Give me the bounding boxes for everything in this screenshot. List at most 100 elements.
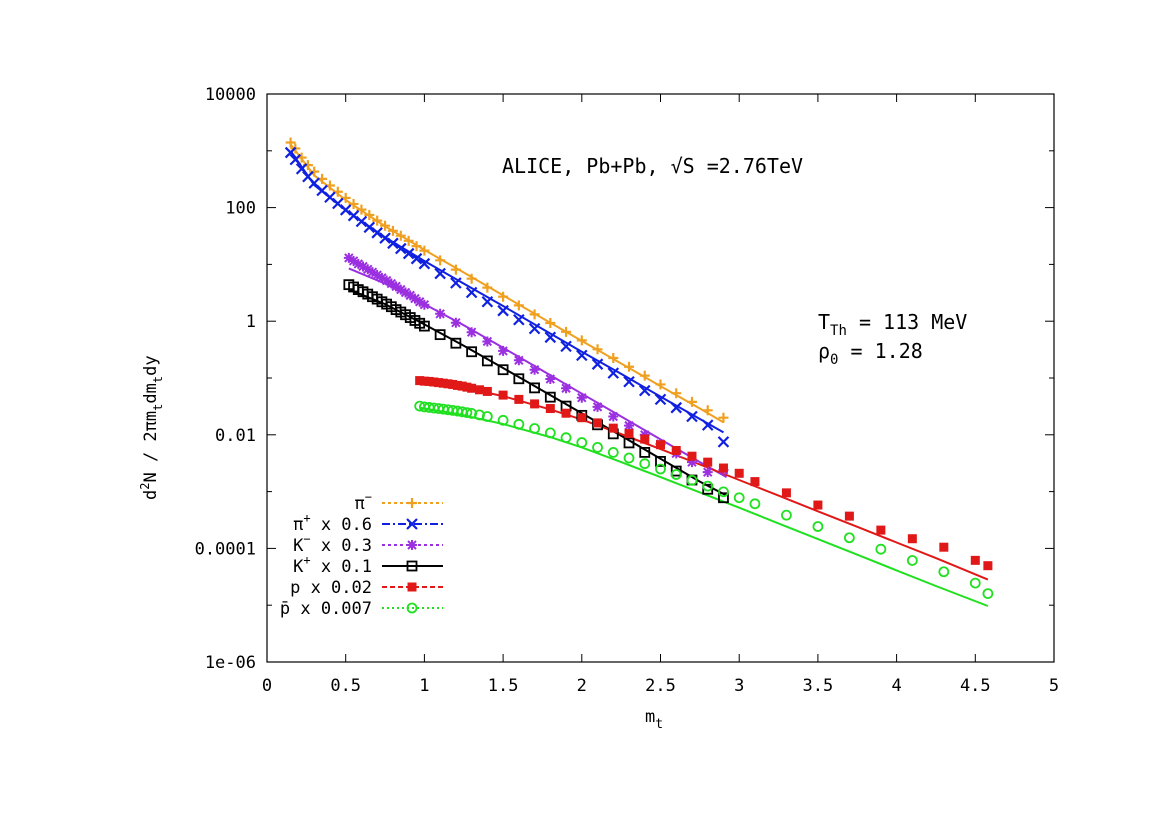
data-point bbox=[544, 331, 557, 344]
data-point bbox=[561, 326, 572, 337]
data-point bbox=[702, 480, 714, 492]
x-tick-label: 0.5 bbox=[330, 676, 361, 696]
legend-label: p̄ x 0.007 bbox=[280, 599, 372, 619]
data-point bbox=[545, 404, 555, 414]
data-point bbox=[466, 273, 477, 284]
data-point bbox=[405, 290, 416, 301]
x-tick-label: 0 bbox=[262, 676, 272, 696]
legend-label: K− x 0.3 bbox=[293, 532, 372, 556]
data-point bbox=[640, 434, 650, 444]
data-point bbox=[750, 477, 760, 487]
data-point bbox=[939, 542, 949, 552]
legend-label: p x 0.02 bbox=[290, 578, 372, 598]
data-point bbox=[983, 561, 993, 571]
data-point bbox=[654, 393, 667, 406]
data-point bbox=[593, 418, 603, 428]
data-point bbox=[734, 468, 744, 478]
data-point bbox=[466, 327, 477, 338]
data-point bbox=[450, 277, 462, 289]
data-point bbox=[623, 437, 635, 449]
data-point bbox=[875, 543, 887, 555]
data-point bbox=[670, 469, 682, 480]
data-point bbox=[607, 367, 620, 379]
data-point bbox=[386, 278, 397, 289]
y-tick-label: 100 bbox=[225, 199, 256, 219]
data-point bbox=[482, 282, 493, 293]
data-point bbox=[403, 235, 414, 246]
data-point bbox=[498, 291, 509, 302]
data-point bbox=[363, 221, 376, 234]
data-point bbox=[348, 255, 359, 266]
data-point bbox=[529, 423, 540, 434]
data-point bbox=[982, 588, 994, 600]
data-point bbox=[655, 463, 666, 475]
data-point bbox=[670, 465, 682, 477]
data-point bbox=[348, 198, 359, 209]
data-point bbox=[545, 374, 556, 385]
y-axis-label: d2N / 2πmtdmtdy bbox=[138, 355, 165, 500]
y-tick-label: 1e-06 bbox=[205, 653, 256, 673]
data-point bbox=[686, 457, 697, 468]
data-point bbox=[639, 446, 651, 458]
param-temperature: TTh = 113 MeV bbox=[818, 310, 967, 339]
legend-marker bbox=[406, 602, 418, 614]
data-point bbox=[576, 437, 588, 448]
data-point bbox=[528, 322, 541, 335]
legend-marker bbox=[407, 498, 417, 508]
data-point bbox=[481, 295, 494, 308]
data-point bbox=[395, 284, 406, 295]
data-point bbox=[623, 452, 635, 464]
data-point bbox=[411, 241, 422, 252]
data-point bbox=[415, 376, 425, 386]
data-point bbox=[395, 230, 406, 241]
data-point bbox=[343, 252, 354, 263]
x-axis-label: mt bbox=[645, 707, 663, 732]
data-point bbox=[367, 267, 378, 278]
data-point bbox=[435, 255, 446, 266]
y-tick-label: 0.01 bbox=[215, 426, 256, 446]
data-point bbox=[387, 237, 399, 250]
data-point bbox=[812, 521, 824, 532]
data-point bbox=[844, 511, 854, 521]
data-point bbox=[938, 566, 950, 578]
data-point bbox=[467, 383, 477, 393]
data-point bbox=[419, 376, 429, 386]
data-point bbox=[623, 375, 635, 388]
data-point bbox=[474, 385, 484, 395]
data-point bbox=[358, 261, 369, 272]
data-point bbox=[718, 463, 728, 473]
data-point bbox=[639, 458, 651, 470]
data-point bbox=[409, 293, 420, 304]
legend-label: K+ x 0.1 bbox=[293, 553, 372, 577]
x-tick-label: 4 bbox=[891, 676, 901, 696]
data-point bbox=[482, 336, 493, 347]
data-point bbox=[284, 146, 297, 159]
data-point bbox=[400, 287, 411, 298]
data-point bbox=[607, 446, 619, 458]
data-point bbox=[576, 392, 587, 403]
data-point bbox=[624, 361, 635, 372]
data-point bbox=[457, 381, 467, 391]
data-point bbox=[529, 382, 540, 394]
axis-ticks bbox=[266, 93, 1055, 663]
data-point bbox=[781, 509, 792, 521]
data-point bbox=[702, 467, 713, 478]
data-point bbox=[285, 137, 296, 148]
data-point bbox=[418, 257, 431, 270]
data-point bbox=[364, 210, 375, 221]
data-point bbox=[686, 396, 697, 407]
data-point bbox=[717, 436, 730, 448]
chart-title: ALICE, Pb+Pb, √S =2.76TeV bbox=[502, 154, 803, 178]
data-point bbox=[530, 399, 540, 409]
data-point bbox=[702, 405, 713, 416]
data-point bbox=[481, 355, 493, 367]
data-point bbox=[481, 411, 493, 422]
data-point bbox=[655, 379, 666, 390]
legend-label: π+ x 0.6 bbox=[293, 511, 372, 535]
legend-marker bbox=[407, 540, 417, 550]
data-point bbox=[410, 252, 423, 265]
data-point bbox=[402, 247, 415, 260]
data-point bbox=[513, 313, 525, 326]
data-point bbox=[434, 329, 446, 341]
data-point bbox=[372, 215, 383, 226]
